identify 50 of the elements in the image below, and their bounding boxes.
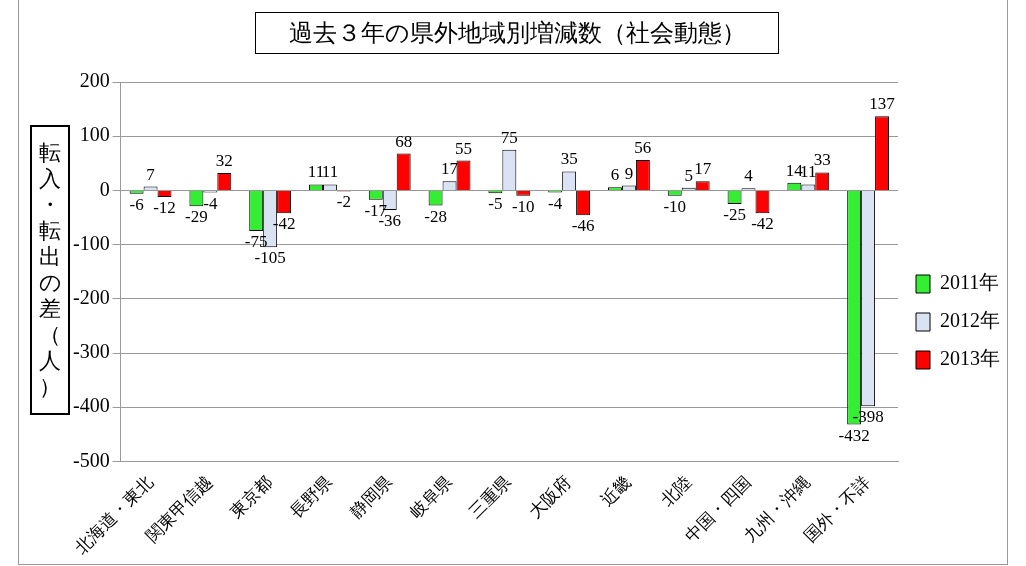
y-tick-label: 200	[79, 69, 110, 92]
data-label: 4	[744, 166, 754, 186]
data-label: 56	[634, 138, 652, 158]
text: 転入・転出の差（人）	[39, 140, 62, 399]
y-tick-label: -500	[72, 448, 110, 471]
data-label: -28	[424, 206, 447, 226]
x-tick-label: 近畿	[597, 472, 635, 510]
data-label: -4	[548, 193, 563, 213]
x-tick-label: 東京都	[226, 472, 277, 522]
data-label: 33	[813, 150, 831, 170]
data-label: -10	[511, 196, 535, 216]
x-tick-label: 静岡県	[346, 472, 396, 522]
data-label: -432	[838, 425, 870, 445]
data-label: 11	[321, 162, 339, 182]
data-label: -2	[336, 192, 351, 212]
data-label: -29	[185, 207, 208, 227]
data-label: -25	[723, 204, 746, 224]
x-tick-label: 三重県	[465, 472, 516, 522]
data-label: -10	[663, 196, 687, 216]
y-tick-label: -300	[72, 340, 110, 363]
data-label: 6	[610, 165, 620, 185]
data-label: 7	[146, 164, 156, 184]
y-tick-label: -200	[72, 286, 110, 309]
x-tick-label: 北陸	[657, 472, 695, 510]
data-label: -42	[751, 214, 774, 234]
y-tick-label: -400	[72, 394, 110, 417]
y-tick-label: -100	[72, 231, 110, 254]
legend-label: 2011年	[940, 271, 1000, 294]
legend-label: 2012年	[940, 309, 1000, 332]
y-tick-label: 100	[79, 123, 110, 146]
data-label: 5	[684, 165, 693, 185]
data-label: -105	[254, 248, 286, 268]
legend-label: 2013年	[940, 347, 1000, 370]
x-tick-label: 大阪府	[525, 472, 576, 522]
data-label: -5	[488, 194, 503, 214]
data-label: 9	[624, 163, 634, 183]
data-label: 137	[869, 94, 896, 114]
data-label: -12	[153, 197, 176, 217]
data-label: 75	[500, 127, 518, 147]
y-tick-label: 0	[99, 177, 110, 200]
data-label: 32	[215, 151, 233, 171]
x-tick-label: 長野県	[286, 472, 336, 522]
data-label: -6	[129, 194, 144, 214]
data-label: 35	[560, 149, 578, 169]
data-label: 68	[395, 131, 413, 151]
data-label: 17	[694, 159, 712, 179]
chart-title: 過去３年の県外地域別増減数（社会動態）	[255, 12, 779, 54]
x-tick-label: 岐阜県	[406, 472, 456, 522]
data-label: -46	[571, 216, 595, 236]
data-label: 55	[454, 138, 472, 158]
